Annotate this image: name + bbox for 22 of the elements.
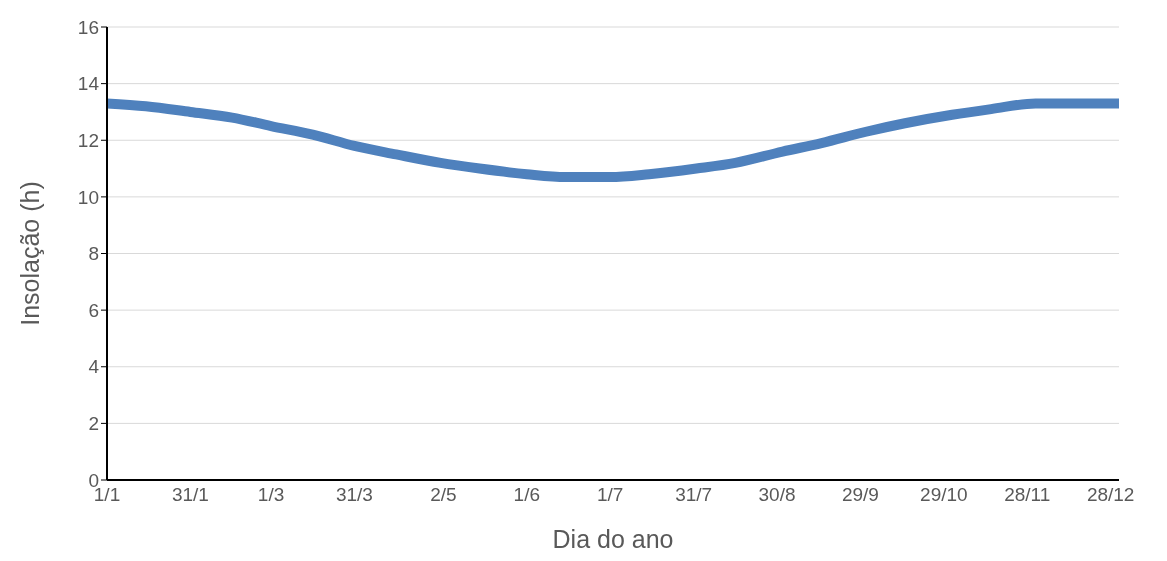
x-tick-label: 1/6 xyxy=(513,484,541,506)
x-tick-label: 28/12 xyxy=(1086,484,1135,506)
x-tick-label: 29/9 xyxy=(841,484,879,506)
y-tick-label: 6 xyxy=(88,299,99,321)
x-tick-label: 30/8 xyxy=(758,484,796,506)
x-tick-label: 31/7 xyxy=(675,484,713,506)
y-tick-label: 2 xyxy=(88,413,99,435)
x-tick-label: 29/10 xyxy=(920,484,968,506)
x-tick-label: 31/1 xyxy=(171,484,209,506)
y-tick-label: 14 xyxy=(77,73,100,95)
y-tick-label: 12 xyxy=(77,129,99,151)
x-tick-label: 1/7 xyxy=(597,484,624,506)
y-tick-label: 4 xyxy=(88,356,100,378)
x-tick-label: 2/5 xyxy=(430,484,457,506)
y-tick-label: 8 xyxy=(88,243,99,265)
x-tick-label: 31/3 xyxy=(335,484,373,506)
x-tick-label: 1/3 xyxy=(257,484,285,506)
y-tick-label: 16 xyxy=(77,16,99,38)
x-axis-title: Dia do ano xyxy=(552,525,674,553)
y-axis-title: Insolação (h) xyxy=(15,181,44,326)
y-tick-label: 10 xyxy=(77,186,99,208)
x-tick-label: 28/11 xyxy=(1004,484,1051,506)
